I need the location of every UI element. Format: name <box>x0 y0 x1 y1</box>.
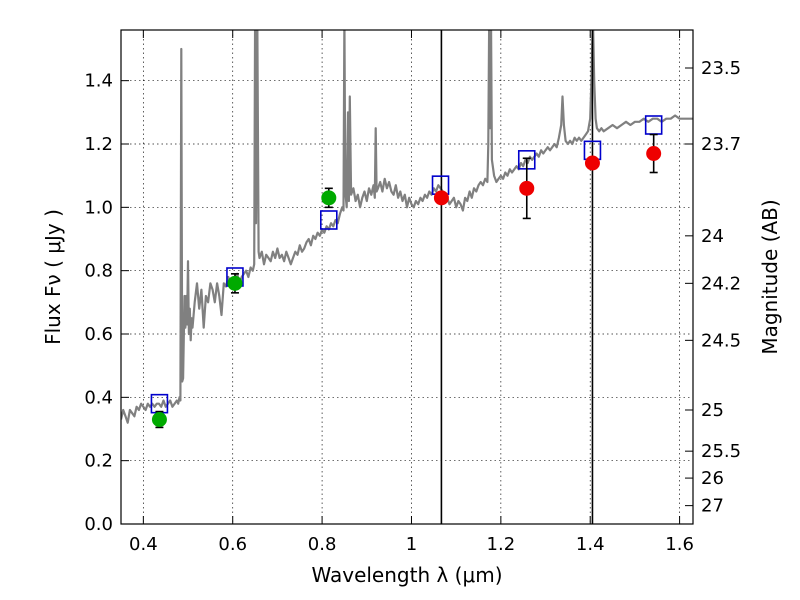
spectrum-line <box>121 30 693 424</box>
model-square-marker <box>319 210 338 230</box>
y-tick-label: 0.6 <box>84 324 113 345</box>
green-data-point <box>151 412 167 427</box>
mag-tick-label: 23.5 <box>701 58 741 79</box>
y-tick-label: 1.0 <box>84 197 113 218</box>
mag-tick-label: 23.7 <box>701 134 741 155</box>
ticks-layer: 0.4 0.6 0.8 1 1.2 1.4 1.6 0.0 0.2 0.4 0.6 0.8 1.0 1.2… <box>84 30 741 555</box>
x-tick-label: 1.2 <box>487 534 516 555</box>
y-tick-label: 1.4 <box>84 71 113 92</box>
mag-tick-label: 27 <box>701 496 724 517</box>
red-data-point <box>646 146 662 161</box>
red-data-point <box>433 190 449 206</box>
green-data-point <box>321 190 337 206</box>
x-tick-label: 1.4 <box>576 534 605 555</box>
x-tick-label: 0.6 <box>218 534 247 555</box>
mag-tick-label: 25.5 <box>701 441 741 462</box>
mag-tick-label: 25 <box>701 400 724 421</box>
mag-tick-label: 24.2 <box>701 273 741 294</box>
plot-area <box>121 30 693 524</box>
x-tick-label: 0.8 <box>308 534 337 555</box>
y-tick-label: 0.4 <box>84 387 113 408</box>
x-tick-label: 1 <box>406 534 417 555</box>
x-axis-label: Wavelength λ (μm) <box>311 563 502 587</box>
y-tick-label: 1.2 <box>84 134 113 155</box>
x-tick-label: 1.6 <box>665 534 694 555</box>
y-tick-label: 0.8 <box>84 261 113 282</box>
plot-frame <box>120 29 694 525</box>
x-tick-label: 0.4 <box>129 534 158 555</box>
red-data-point <box>584 155 600 171</box>
red-data-point <box>519 180 535 196</box>
mag-tick-label: 26 <box>701 468 724 489</box>
mag-tick-label: 24.5 <box>701 330 741 351</box>
y-axis-label: Flux Fν ( μJy ) <box>41 209 65 345</box>
y-tick-label: 0.0 <box>84 514 113 535</box>
y2-axis-label: Magnitude (AB) <box>758 199 782 354</box>
green-data-point <box>227 275 243 291</box>
y-tick-label: 0.2 <box>84 451 113 472</box>
mag-tick-label: 24 <box>701 226 724 247</box>
